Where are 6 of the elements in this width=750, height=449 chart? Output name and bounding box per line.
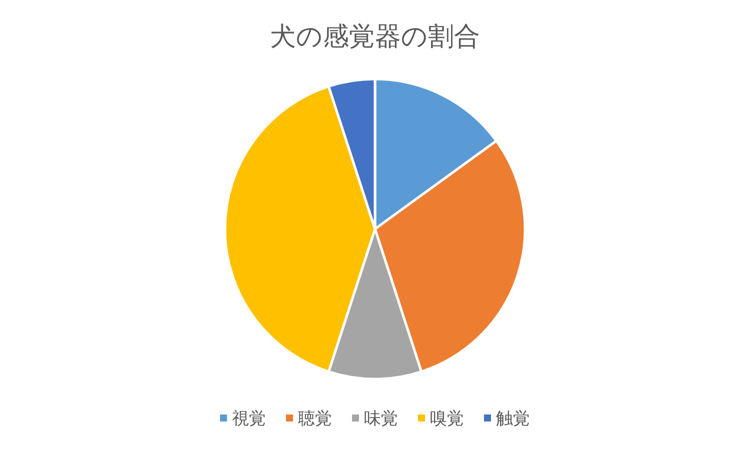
legend-label: 触覚	[496, 409, 530, 430]
legend-label: 聴覚	[298, 409, 332, 430]
legend-label: 嗅覚	[430, 409, 464, 430]
chart-title: 犬の感覚器の割合	[270, 22, 480, 52]
legend-label: 視覚	[232, 409, 266, 430]
legend-label: 味覚	[364, 409, 398, 430]
